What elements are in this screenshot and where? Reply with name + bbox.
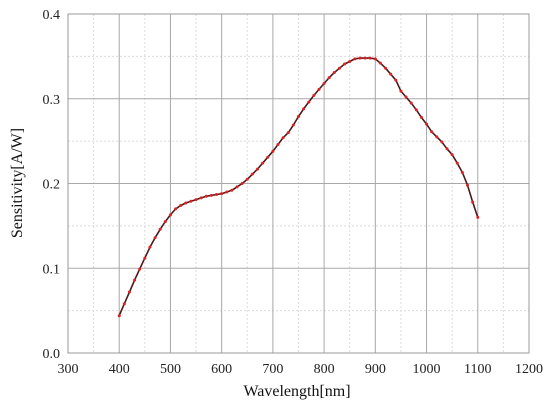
data-point <box>148 245 152 249</box>
data-point <box>235 185 239 189</box>
data-point <box>368 56 372 60</box>
data-point <box>460 170 464 174</box>
x-tick-label: 300 <box>58 362 79 377</box>
data-point <box>466 183 470 187</box>
data-point <box>271 149 275 153</box>
x-tick-label: 1100 <box>464 362 491 377</box>
data-point <box>348 59 352 63</box>
data-point <box>312 93 316 97</box>
data-point <box>409 101 413 105</box>
data-point <box>117 314 121 318</box>
data-point <box>404 95 408 99</box>
data-point <box>476 215 480 219</box>
data-point <box>389 72 393 76</box>
data-point <box>204 194 208 198</box>
data-point <box>122 302 126 306</box>
y-axis-label: Sensitivity[A/W] <box>9 128 26 238</box>
y-axis-ticks: 0.0 0.1 0.2 0.3 0.4 <box>43 8 61 362</box>
data-point <box>230 188 234 192</box>
data-point <box>133 278 137 282</box>
data-point <box>220 192 224 196</box>
data-point <box>414 108 418 112</box>
data-point <box>471 200 475 204</box>
data-point <box>179 204 183 208</box>
data-point <box>327 76 331 80</box>
data-point <box>302 107 306 111</box>
data-point <box>158 227 162 231</box>
data-point <box>266 155 270 159</box>
data-point <box>174 207 178 211</box>
y-tick-label: 0.0 <box>43 347 61 362</box>
data-point <box>317 87 321 91</box>
data-point <box>440 140 444 144</box>
data-point <box>245 177 249 181</box>
data-point <box>199 196 203 200</box>
data-point <box>194 198 198 202</box>
data-point <box>435 135 439 139</box>
data-point <box>425 122 429 126</box>
data-point <box>384 66 388 70</box>
y-tick-label: 0.3 <box>43 93 61 108</box>
data-point <box>286 131 290 135</box>
data-point <box>373 57 377 61</box>
x-tick-label: 600 <box>211 362 232 377</box>
data-point <box>378 61 382 65</box>
data-point <box>337 66 341 70</box>
data-point <box>343 62 347 66</box>
x-tick-label: 1200 <box>515 362 543 377</box>
data-point <box>256 167 260 171</box>
data-point <box>445 147 449 151</box>
data-point <box>322 81 326 85</box>
plot-frame <box>67 13 530 354</box>
data-point <box>209 193 213 197</box>
x-axis-ticks: 300 400 500 600 700 800 900 1000 1100 1200 <box>58 362 544 377</box>
x-tick-label: 700 <box>262 362 283 377</box>
data-point <box>153 236 157 240</box>
y-tick-label: 0.4 <box>43 8 61 23</box>
data-point <box>143 256 147 260</box>
data-point <box>332 70 336 74</box>
data-point <box>225 190 229 194</box>
data-point <box>163 220 167 224</box>
data-point <box>419 115 423 119</box>
data-point <box>455 161 459 165</box>
data-point <box>353 57 357 61</box>
x-tick-label: 400 <box>109 362 130 377</box>
data-point <box>250 172 254 176</box>
x-tick-label: 500 <box>160 362 181 377</box>
data-point <box>127 290 131 294</box>
data-point <box>297 115 300 119</box>
data-point <box>240 182 244 185</box>
y-tick-label: 0.2 <box>43 178 61 193</box>
y-tick-label: 0.1 <box>43 262 61 277</box>
x-tick-label: 1000 <box>413 362 441 377</box>
data-point <box>399 89 403 93</box>
data-point <box>215 193 219 197</box>
data-point <box>394 78 398 82</box>
data-point <box>168 213 172 217</box>
data-point <box>281 136 285 140</box>
data-point <box>184 201 188 205</box>
x-tick-label: 900 <box>365 362 386 377</box>
data-point <box>189 199 193 203</box>
x-tick-label: 800 <box>314 362 335 377</box>
data-point <box>363 56 367 60</box>
data-point <box>138 267 142 271</box>
data-point <box>291 123 295 127</box>
data-point <box>261 161 265 165</box>
data-point <box>276 143 280 147</box>
series-layer <box>117 56 480 318</box>
data-point <box>358 56 362 60</box>
x-axis-label: Wavelength[nm] <box>243 383 350 400</box>
data-point <box>450 153 454 157</box>
data-point <box>430 130 434 134</box>
data-point <box>307 100 311 104</box>
